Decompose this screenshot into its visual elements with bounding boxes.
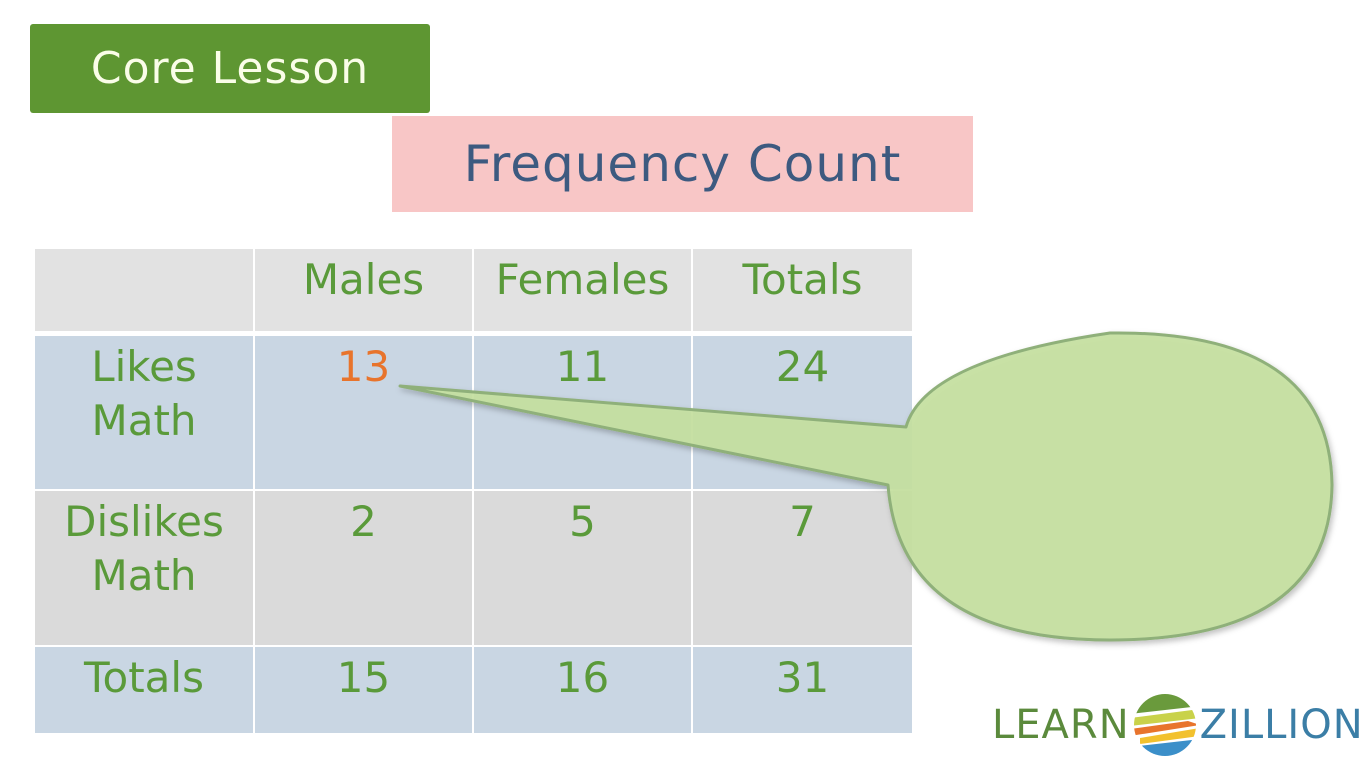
cell-dislikes-males: 2 bbox=[255, 491, 472, 645]
header-males: Males bbox=[255, 249, 472, 331]
cell-totals-males: 15 bbox=[255, 647, 472, 733]
logo-globe-icon bbox=[1133, 694, 1196, 756]
row-label-totals: Totals bbox=[35, 647, 253, 733]
header-totals: Totals bbox=[693, 249, 912, 331]
cell-totals-females: 16 bbox=[474, 647, 691, 733]
cell-dislikes-totals: 7 bbox=[693, 491, 912, 645]
frequency-table: Males Females Totals Likes Math 13 11 24… bbox=[35, 249, 912, 733]
logo-text-zillion: ZILLION bbox=[1199, 702, 1364, 748]
logo-text-learn: LEARN bbox=[992, 702, 1130, 748]
header-corner-cell bbox=[35, 249, 253, 331]
core-lesson-badge: Core Lesson bbox=[30, 24, 430, 113]
slide-title: Frequency Count bbox=[392, 116, 973, 212]
learnzillion-logo: LEARN ZILLION bbox=[992, 690, 1364, 760]
highlighted-value: 13 bbox=[336, 342, 391, 391]
header-females: Females bbox=[474, 249, 691, 331]
cell-likes-females: 11 bbox=[474, 336, 691, 489]
cell-totals-grand: 31 bbox=[693, 647, 912, 733]
row-label-dislikes-math: Dislikes Math bbox=[35, 491, 253, 645]
cell-dislikes-females: 5 bbox=[474, 491, 691, 645]
cell-likes-totals: 24 bbox=[693, 336, 912, 489]
cell-likes-males: 13 bbox=[255, 336, 472, 489]
row-label-likes-math: Likes Math bbox=[35, 336, 253, 489]
